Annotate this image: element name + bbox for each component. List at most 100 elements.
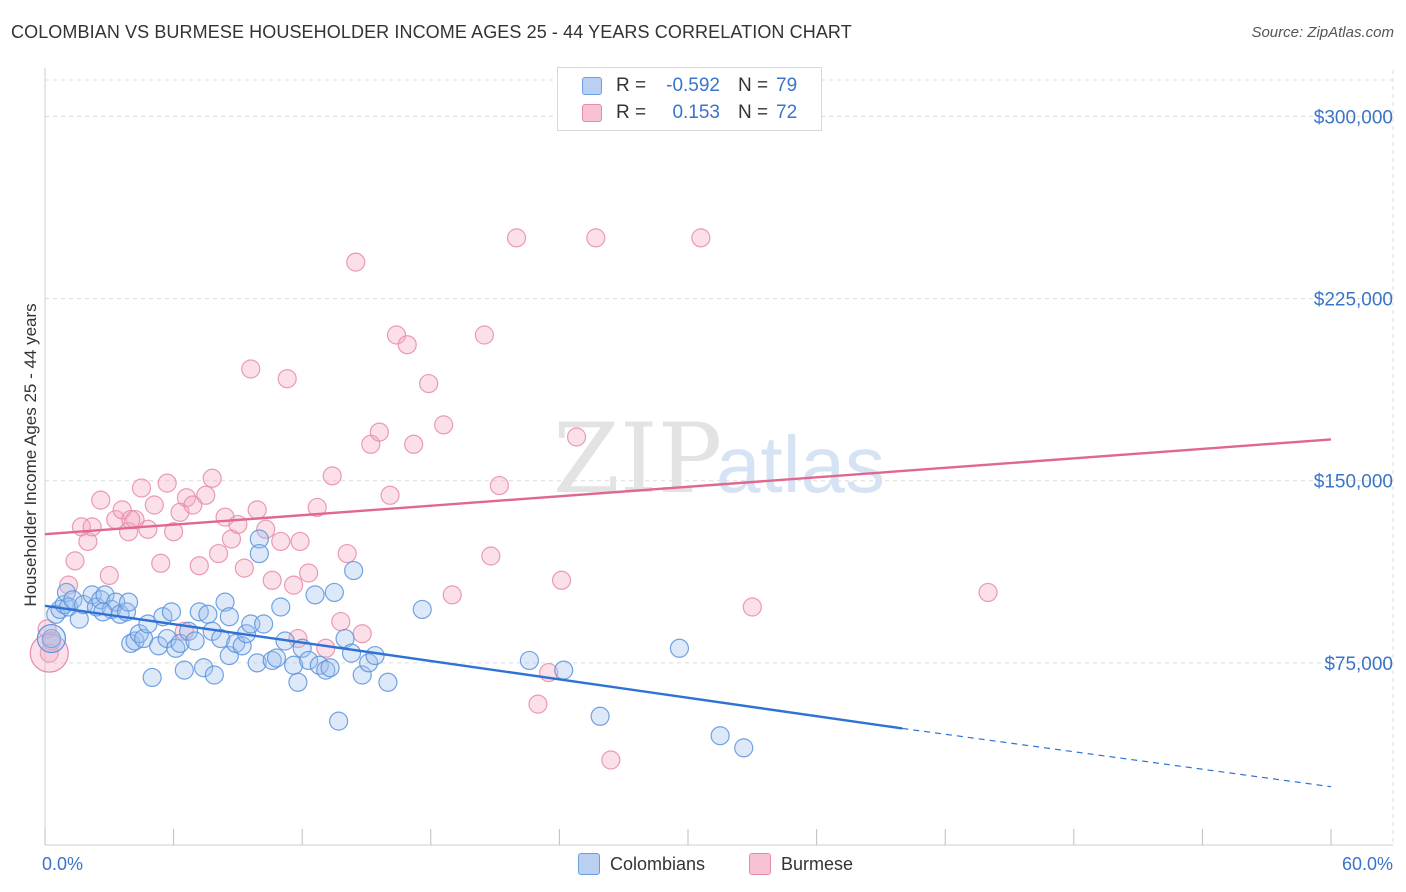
burmese-point	[164, 522, 184, 542]
colombians-point	[341, 643, 362, 663]
colombians-point	[365, 645, 385, 666]
colombians-point	[174, 660, 194, 680]
bottom-legend-label-burmese: Burmese	[781, 853, 854, 874]
colombians-point	[320, 658, 340, 678]
y-tick-label: $150,000	[1314, 472, 1393, 493]
burmese-point	[566, 427, 587, 447]
burmese-point	[202, 468, 222, 488]
burmese-point	[138, 519, 158, 539]
colombians-point	[194, 658, 214, 678]
colombians-point	[359, 653, 379, 673]
burmese-point	[346, 252, 366, 272]
burmese-point	[386, 325, 407, 345]
burmese-point	[419, 373, 439, 394]
bottom-legend-label-colombians: Colombians	[610, 853, 706, 874]
burmese-point	[331, 611, 351, 632]
colombians-point	[299, 650, 319, 671]
chart-title: COLOMBIAN VS BURMESE HOUSEHOLDER INCOME …	[11, 22, 852, 42]
y-tick-labels: $75,000 $150,000 $225,000 $300,000	[1314, 107, 1393, 674]
burmese-point	[316, 638, 336, 658]
colombians-point	[254, 614, 274, 634]
burmese-point	[241, 359, 261, 379]
colombians-point	[161, 602, 182, 622]
colombians-point	[247, 653, 267, 673]
colombians-point	[288, 672, 308, 692]
burmese-trend-line	[44, 438, 1332, 536]
burmese-point	[551, 570, 572, 590]
colombians-point	[93, 602, 113, 622]
burmese-point	[228, 514, 248, 535]
legend-row-colombians: R = -0.592 N = 79	[558, 72, 797, 100]
watermark-atlas: atlas	[716, 420, 885, 509]
colombians-points	[36, 529, 754, 758]
legend-n-label: N =	[738, 75, 769, 96]
burmese-point	[586, 228, 606, 248]
burmese-point	[91, 490, 111, 510]
colombians-point	[590, 706, 610, 726]
legend-swatch-colombians	[582, 77, 602, 95]
colombians-point	[56, 582, 77, 603]
burmese-point	[978, 582, 998, 603]
burmese-point	[82, 517, 102, 537]
bottom-swatch-colombians	[578, 853, 600, 875]
bottom-legend-colombians: Colombians	[578, 851, 705, 877]
burmese-point	[442, 585, 462, 605]
colombians-point	[204, 665, 224, 685]
burmese-point	[489, 475, 509, 496]
burmese-point	[256, 519, 276, 539]
burmese-point	[434, 415, 454, 435]
axes	[44, 68, 1393, 846]
burmese-point	[277, 369, 297, 389]
legend-r-label: R =	[616, 102, 647, 123]
burmese-point	[131, 478, 152, 498]
colombians-point	[669, 638, 690, 658]
y-tick-label: $225,000	[1314, 290, 1393, 311]
legend-n-label: N =	[738, 102, 769, 123]
burmese-point	[196, 485, 216, 505]
burmese-point	[78, 531, 98, 552]
colombians-point	[329, 711, 349, 731]
colombians-point	[249, 543, 269, 564]
burmese-point	[506, 228, 527, 248]
burmese-point	[474, 325, 494, 345]
legend-r-label: R =	[616, 75, 647, 96]
colombians-point	[378, 672, 398, 692]
burmese-point	[481, 546, 501, 566]
watermark: ZIP atlas	[553, 403, 885, 515]
colombians-point	[41, 628, 62, 649]
x-tick-labels: 0.0% 60.0%	[42, 854, 1393, 874]
y-tick-label: $300,000	[1314, 107, 1393, 128]
colombians-point	[271, 597, 291, 617]
burmese-point	[247, 500, 267, 520]
burmese-point	[691, 228, 711, 248]
burmese-point	[262, 570, 282, 590]
legend-n-value: 79	[776, 75, 798, 96]
bottom-swatch-burmese	[749, 853, 771, 875]
colombians-point	[554, 660, 574, 680]
colombians-trend-extension	[902, 727, 1332, 788]
burmese-point	[176, 488, 197, 508]
burmese-point	[284, 575, 304, 595]
burmese-point	[337, 543, 357, 564]
x-tick-label-min: 0.0%	[42, 854, 83, 874]
colombians-point	[232, 636, 252, 656]
colombians-point	[519, 650, 539, 671]
burmese-point	[404, 434, 424, 454]
burmese-point	[742, 597, 762, 617]
correlation-legend: R = -0.592 N = 79 R = 0.153 N = 72	[557, 67, 822, 131]
colombians-point	[219, 645, 239, 666]
colombians-point	[305, 585, 325, 605]
burmese-point	[290, 531, 310, 552]
burmese-point	[189, 556, 209, 576]
burmese-point	[151, 553, 171, 573]
colombians-point	[266, 648, 287, 668]
burmese-point	[352, 624, 372, 644]
burmese-point	[209, 543, 229, 564]
burmese-point	[397, 335, 417, 355]
colombians-point	[734, 738, 754, 758]
burmese-point	[39, 643, 59, 663]
legend-swatch-burmese	[582, 104, 602, 122]
burmese-point	[144, 495, 164, 515]
legend-r-value: 0.153	[672, 102, 720, 123]
